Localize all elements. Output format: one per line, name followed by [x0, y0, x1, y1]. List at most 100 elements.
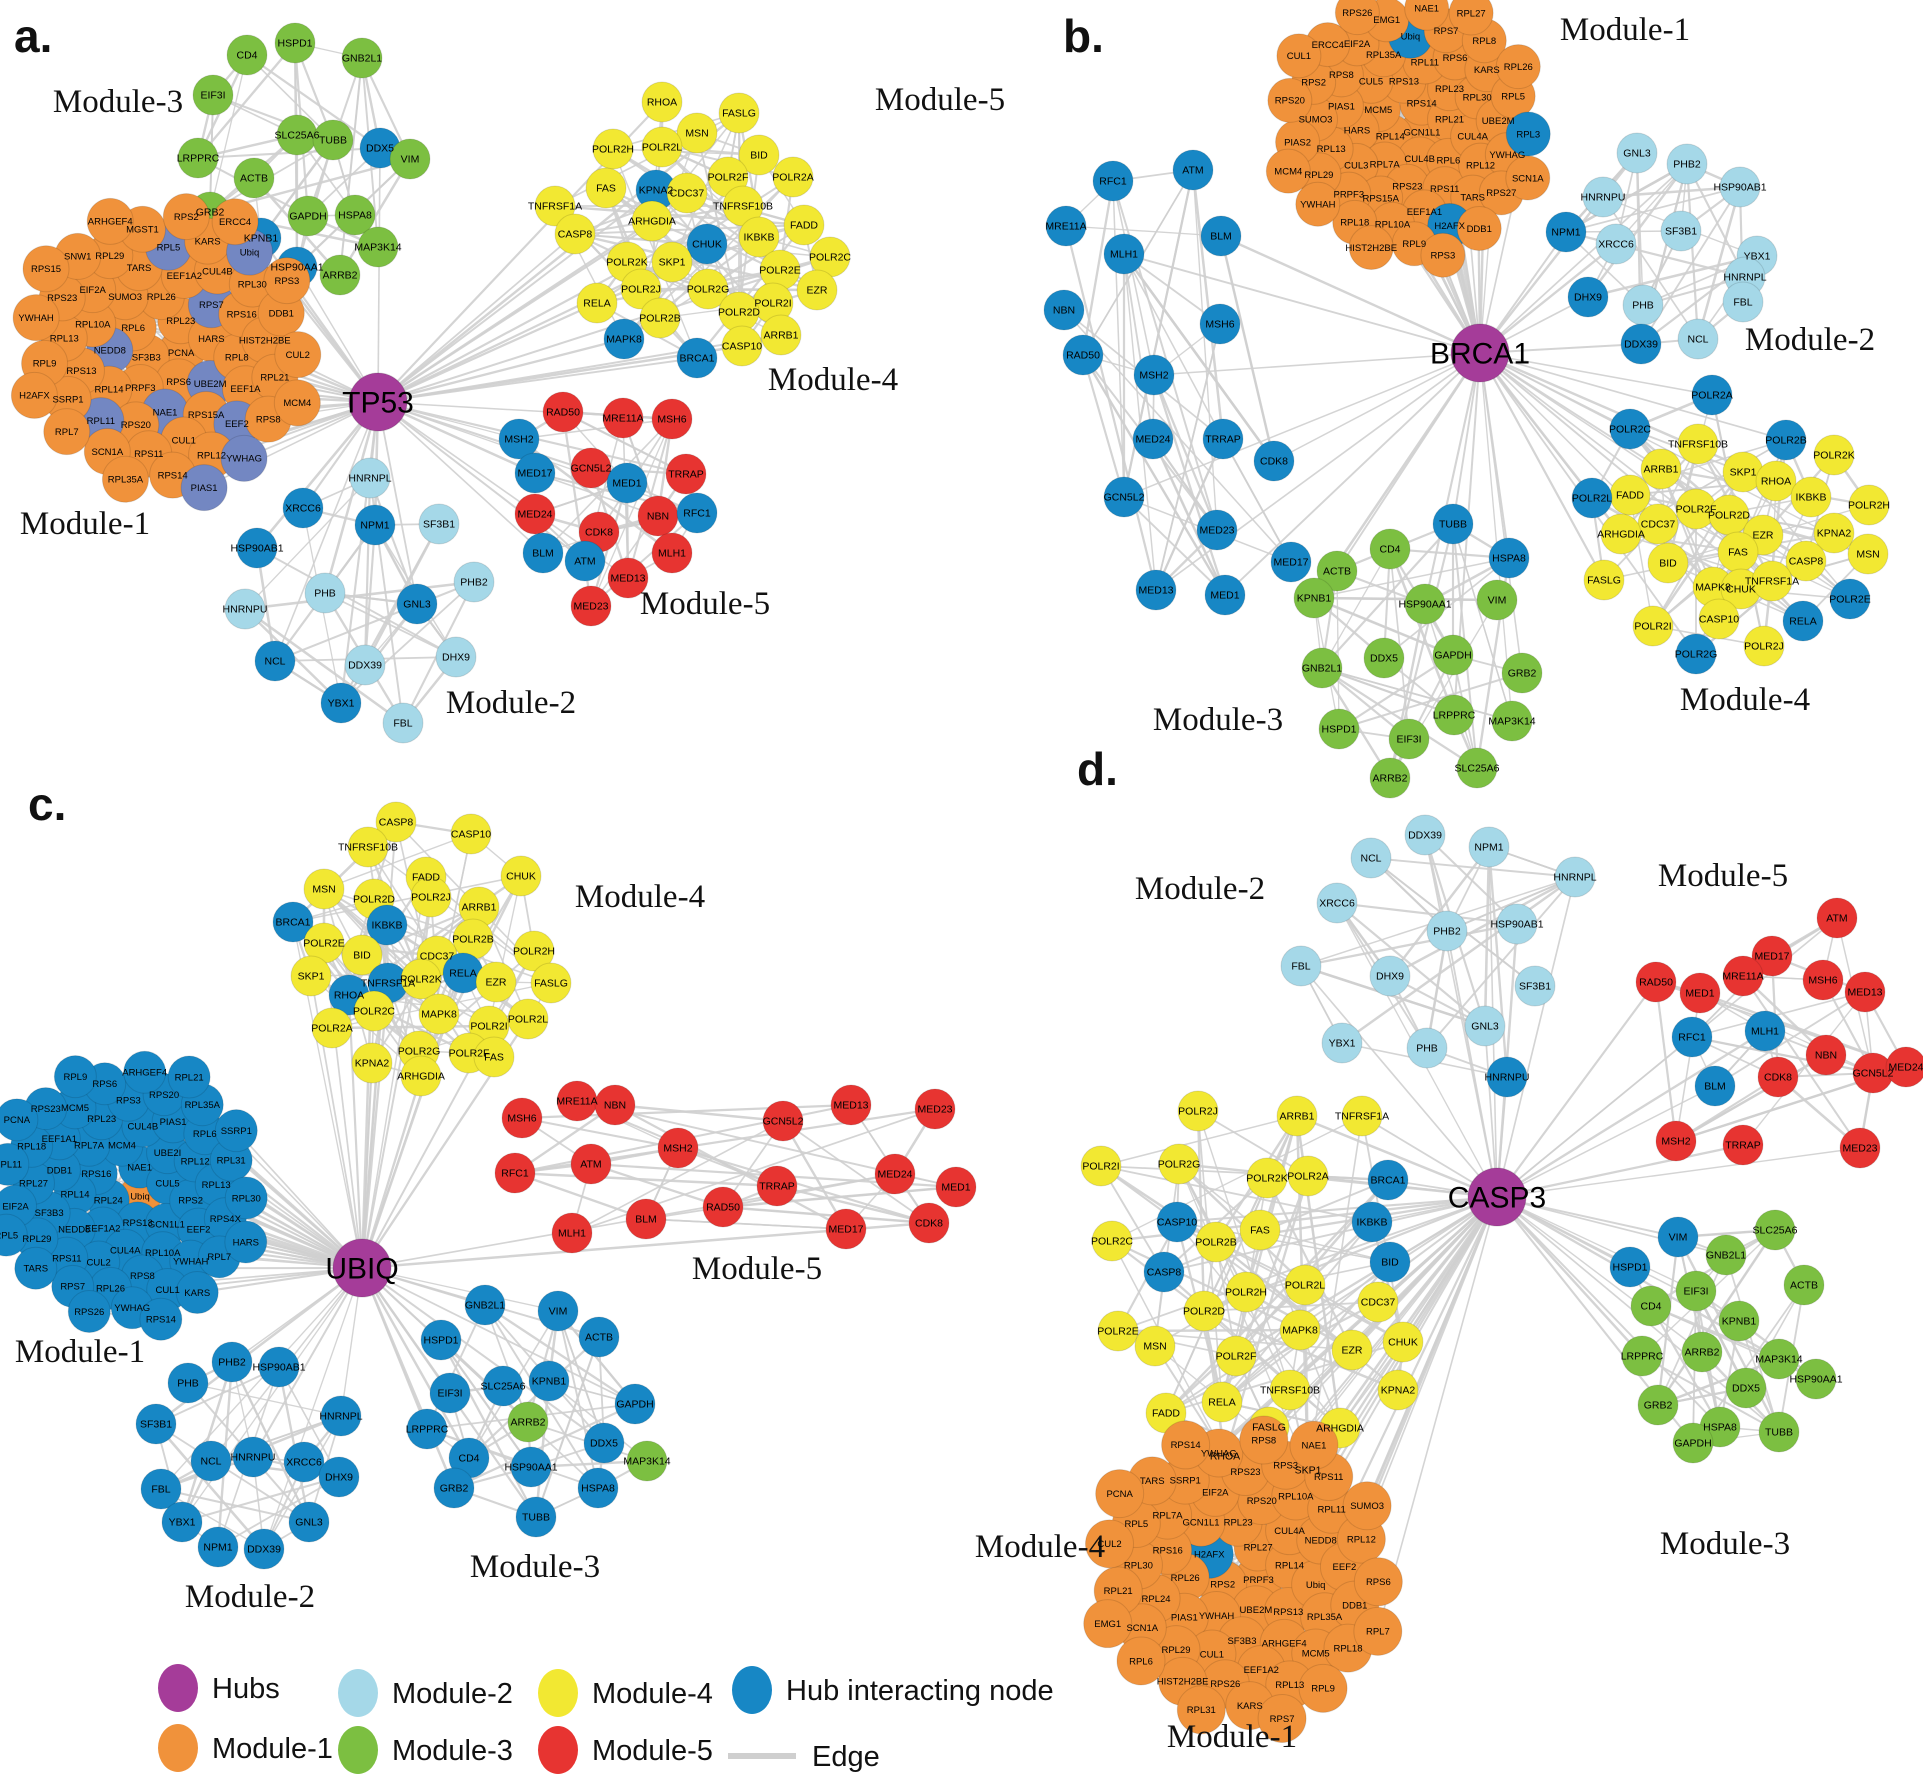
gene-label: RPL10A: [1278, 1491, 1314, 1502]
gene-node: [1829, 578, 1871, 620]
gene-label: SF3B1: [1519, 981, 1551, 993]
gene-label: RPS23: [31, 1104, 61, 1115]
gene-node: [1505, 155, 1551, 201]
gene-label: RPL30: [238, 279, 267, 290]
gene-label: CUL1: [156, 1285, 180, 1296]
gene-label: UBE2M: [1240, 1605, 1273, 1616]
edge: [1081, 180, 1115, 356]
gene-node: [676, 492, 718, 534]
edge: [377, 189, 657, 403]
gene-node: [1404, 0, 1450, 31]
gene-label: RPL29: [1161, 1645, 1190, 1656]
gene-node: [1672, 1422, 1714, 1464]
gene-label: GNB2L1: [465, 1300, 505, 1312]
gene-label: CASP8: [1147, 1267, 1182, 1279]
edge: [377, 233, 576, 403]
legend-swatch: [538, 1669, 578, 1717]
edge: [377, 242, 708, 404]
gene-label: MSH6: [1808, 975, 1837, 987]
gene-node: [1426, 910, 1468, 952]
gene-label: POLR2F: [1216, 1351, 1257, 1363]
edge: [339, 401, 380, 704]
edge: [1496, 1196, 1697, 1292]
gene-label: VIM: [401, 154, 420, 166]
gene-node: [162, 193, 210, 241]
gene-label: RPL10A: [145, 1248, 181, 1259]
gene-node: [1377, 1369, 1419, 1411]
gene-label: EEF2: [225, 419, 249, 430]
gene-node: [825, 1208, 867, 1250]
edge: [1686, 163, 1746, 278]
gene-label: RPL11: [1317, 1505, 1345, 1516]
edge: [1313, 597, 1454, 656]
gene-label: TUBB: [522, 1512, 550, 1524]
gene-label: ARHGDIA: [628, 216, 676, 228]
gene-label: MSH2: [1139, 370, 1168, 382]
gene-label: YWHAH: [1300, 200, 1336, 211]
hub-label: TP53: [342, 387, 414, 420]
gene-label: CUL4A: [1457, 132, 1488, 143]
gene-label: RPL23: [1435, 84, 1464, 95]
gene-node: [433, 1467, 475, 1509]
gene-label: DDX5: [1370, 653, 1398, 665]
gene-label: KPNB1: [1722, 1316, 1757, 1328]
gene-label: RPL11: [1411, 57, 1439, 68]
edge: [518, 418, 673, 440]
edge: [1321, 666, 1455, 717]
gene-node: [1158, 1143, 1200, 1185]
edge: [361, 1267, 559, 1312]
gene-node: [1092, 160, 1134, 202]
edge: [1215, 1241, 1353, 1351]
gene-label: RPL11: [0, 1160, 22, 1171]
gene-label: DDB1: [1467, 224, 1492, 235]
gene-label: NBN: [1053, 305, 1075, 317]
edge: [209, 54, 248, 213]
edge: [360, 1267, 471, 1459]
gene-label: POLR2H: [1848, 500, 1890, 512]
gene-label: KPNA2: [355, 1058, 390, 1070]
gene-node: [1367, 1159, 1409, 1201]
gene-label: YBX1: [328, 698, 355, 710]
edge: [377, 401, 418, 605]
gene-label: RPS16: [81, 1169, 111, 1180]
gene-label: MRE11A: [1722, 971, 1763, 983]
gene-label: MED24: [517, 509, 552, 521]
gene-node: [738, 134, 780, 176]
gene-label: PRPF3: [125, 383, 156, 394]
gene-label: KARS: [1237, 1701, 1263, 1712]
gene-node: [1239, 1209, 1281, 1251]
gene-label: FASLG: [1587, 575, 1621, 587]
gene-node: [1265, 148, 1311, 194]
gene-node: [224, 588, 266, 630]
gene-label: EEF1A2: [85, 1223, 120, 1234]
gene-label: KARS: [184, 1288, 210, 1299]
edge: [1657, 1254, 1727, 1406]
gene-label: DDX39: [348, 660, 382, 672]
edge: [1714, 991, 1866, 1087]
gene-label: EIF2A: [2, 1201, 29, 1212]
gene-label: RPL23: [1224, 1518, 1253, 1529]
gene-label: NAE1: [153, 407, 178, 418]
gene-node: [515, 1496, 557, 1538]
gene-label: RPS11: [52, 1253, 81, 1264]
gene-label: HSPD1: [423, 1335, 458, 1347]
gene-label: CHUK: [1726, 584, 1756, 596]
gene-label: SUMO3: [1299, 115, 1333, 126]
edge: [246, 54, 381, 149]
gene-label: RHOA: [1761, 476, 1791, 488]
gene-node: [1083, 1599, 1133, 1649]
gene-node: [274, 22, 316, 64]
edge: [1383, 557, 1510, 659]
edge: [256, 547, 457, 658]
edge: [1587, 254, 1758, 299]
gene-label: CUL5: [1359, 77, 1383, 88]
edge: [1122, 253, 1276, 462]
gene-node: [344, 644, 386, 686]
edge: [377, 112, 740, 403]
gene-node: [1694, 1065, 1736, 1107]
gene-label: SKP1: [1730, 467, 1757, 479]
gene-node: [1468, 826, 1510, 868]
gene-node: [464, 1284, 506, 1326]
gene-label: RFC1: [501, 1168, 529, 1180]
gene-node: [534, 185, 576, 227]
